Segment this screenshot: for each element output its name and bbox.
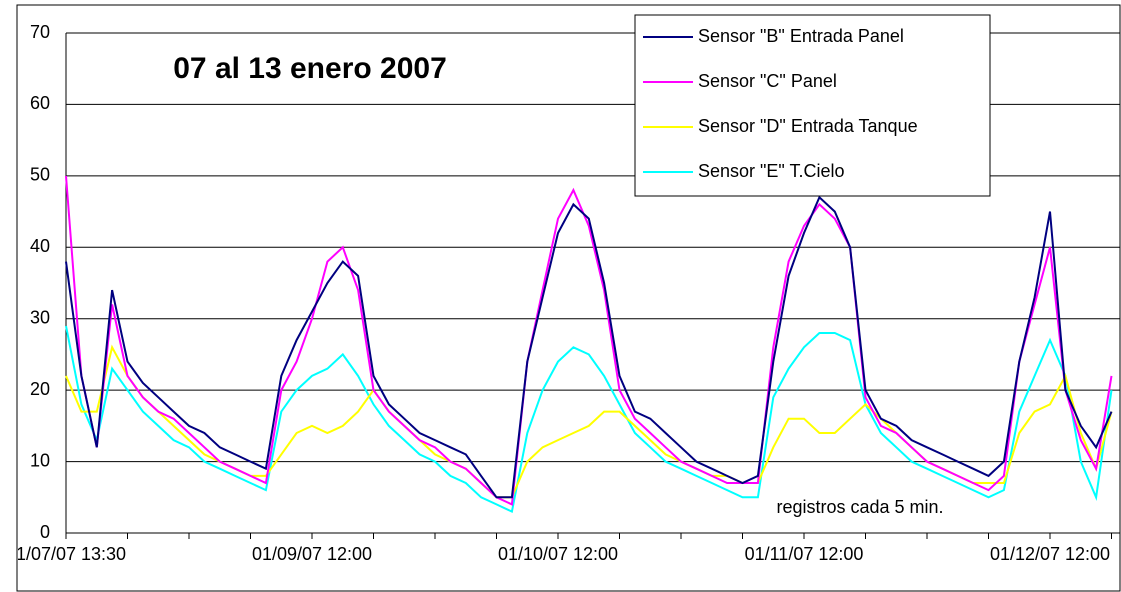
chart-title: 07 al 13 enero 2007 (173, 52, 447, 85)
series-line (65, 325, 1113, 514)
series-line (65, 195, 1113, 499)
x-tick-label: 01/11/07 12:00 (745, 544, 864, 564)
legend-label: Sensor "E" T.Cielo (698, 161, 845, 181)
annotation: registros cada 5 min. (776, 497, 943, 517)
y-tick-label: 60 (30, 93, 50, 113)
chart-frame (16, 4, 1121, 592)
y-tick-label: 20 (30, 379, 50, 399)
plot-area (65, 32, 1120, 539)
x-tick-label: 01/09/07 12:00 (252, 544, 372, 564)
legend-label: Sensor "D" Entrada Tanque (698, 116, 918, 136)
y-tick-label: 30 (30, 307, 50, 327)
legend-box (634, 14, 991, 197)
legend-label: Sensor "B" Entrada Panel (698, 26, 904, 46)
x-tick-label: 01/07/07 13:30 (6, 544, 126, 564)
y-tick-label: 70 (30, 22, 50, 42)
y-tick-label: 40 (30, 236, 50, 256)
y-tick-label: 0 (40, 522, 50, 542)
series-line (65, 175, 1113, 506)
legend-label: Sensor "C" Panel (698, 71, 837, 91)
x-tick-label: 01/12/07 12:00 (990, 544, 1110, 564)
y-tick-label: 50 (30, 165, 50, 185)
y-tick-label: 10 (30, 450, 50, 470)
x-tick-label: 01/10/07 12:00 (498, 544, 618, 564)
